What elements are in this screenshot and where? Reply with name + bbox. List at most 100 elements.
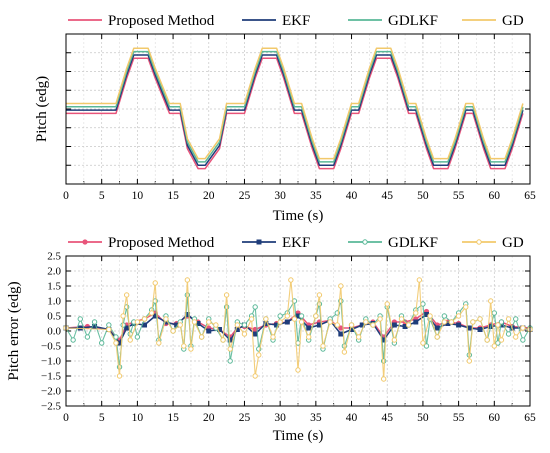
data-point-gd xyxy=(380,376,387,382)
legend-box xyxy=(66,232,530,252)
data-point-ekf xyxy=(234,327,240,332)
data-point-gd xyxy=(327,319,333,325)
data-point-gd xyxy=(198,334,205,340)
data-point-gd xyxy=(320,343,326,349)
x-tick-label: 10 xyxy=(132,412,144,424)
data-point-gd xyxy=(348,322,355,328)
data-point-gd xyxy=(234,322,241,328)
data-point-ekf xyxy=(391,322,397,328)
y-tick-label: −1.5 xyxy=(41,371,61,383)
x-tick-label: 65 xyxy=(524,190,536,202)
data-point-gd xyxy=(184,277,191,283)
data-point-gd xyxy=(313,313,319,319)
data-point-gdlkf xyxy=(134,334,141,340)
data-point-ekf xyxy=(477,327,483,332)
data-point-gd xyxy=(463,304,469,310)
data-point-ekf xyxy=(206,328,212,334)
data-point-ekf xyxy=(359,322,365,328)
data-point-ekf xyxy=(445,321,451,326)
data-point-ekf xyxy=(349,327,355,332)
plot-border xyxy=(65,33,531,185)
data-point-gdlkf xyxy=(98,340,105,346)
x-axis-label: Time (s) xyxy=(273,208,324,224)
data-point-gdlkf xyxy=(91,319,98,325)
data-point-ekf xyxy=(142,322,148,328)
data-point-gd xyxy=(123,292,130,298)
data-point-gd xyxy=(284,313,290,319)
data-point-ekf xyxy=(456,322,462,328)
x-tick-label: 0 xyxy=(63,412,69,424)
data-point-ekf xyxy=(117,340,123,346)
data-point-gdlkf xyxy=(184,292,191,298)
legend-marker xyxy=(476,239,482,245)
x-tick-label: 60 xyxy=(489,190,501,202)
x-tick-label: 50 xyxy=(417,412,429,424)
data-point-ekf xyxy=(252,331,258,337)
x-tick-label: 50 xyxy=(417,190,429,202)
x-tick-label: 35 xyxy=(310,412,322,424)
data-point-gd xyxy=(188,346,194,352)
series-line-gd xyxy=(66,47,524,160)
data-point-gd xyxy=(420,340,426,346)
data-point-gd xyxy=(477,316,483,322)
data-point-proposed-method xyxy=(338,325,344,331)
y-tick-label: −2.0 xyxy=(41,386,61,398)
data-point-gd xyxy=(152,280,158,286)
data-point-gd xyxy=(338,283,344,289)
data-point-ekf xyxy=(163,319,169,325)
data-point-gd xyxy=(384,301,390,307)
data-point-gd xyxy=(470,319,476,325)
data-point-gd xyxy=(363,319,369,325)
data-point-gd xyxy=(441,319,448,325)
y-tick-label: 2.0 xyxy=(47,266,61,278)
data-point-gd xyxy=(291,316,298,322)
data-point-gd xyxy=(434,334,440,340)
data-point-gd xyxy=(448,319,455,325)
x-tick-label: 45 xyxy=(381,190,393,202)
y-tick-label: −1.0 xyxy=(41,356,61,368)
x-tick-label: 5 xyxy=(99,190,105,202)
data-point-gd xyxy=(520,325,526,331)
data-point-gdlkf xyxy=(241,322,248,328)
data-point-gd xyxy=(270,334,276,340)
data-point-ekf xyxy=(92,324,98,329)
data-point-gdlkf xyxy=(113,334,119,340)
x-axis-label: Time (s) xyxy=(273,428,324,444)
data-point-gd xyxy=(177,322,183,328)
data-point-gd xyxy=(498,337,505,343)
data-point-gd xyxy=(466,358,473,364)
legend: Proposed Method EKF GDLKF GD xyxy=(66,10,530,30)
x-tick-label: 40 xyxy=(346,412,358,424)
data-point-gd xyxy=(241,331,248,337)
data-point-ekf xyxy=(466,325,472,331)
data-point-gd xyxy=(488,298,494,304)
plot-border xyxy=(65,255,531,407)
data-point-gd xyxy=(120,313,126,319)
y-axis-label: Pitch (edg) xyxy=(34,76,50,142)
legend-label: GDLKF xyxy=(388,13,438,29)
data-point-gd xyxy=(223,292,230,298)
x-tick-label: 45 xyxy=(381,412,393,424)
data-point-gdlkf xyxy=(498,319,505,325)
data-point-ekf xyxy=(184,312,190,317)
data-point-gd xyxy=(334,322,340,328)
data-point-ekf xyxy=(423,312,429,317)
data-point-gd xyxy=(416,277,423,283)
data-point-gd xyxy=(206,319,212,325)
data-point-gd xyxy=(227,346,233,352)
data-point-gd xyxy=(341,349,348,355)
y-tick-label: 1.0 xyxy=(47,296,61,308)
y-tick-label: −2.5 xyxy=(41,401,61,413)
data-point-ekf xyxy=(402,324,408,329)
x-tick-label: 20 xyxy=(203,190,215,202)
y-tick-label: −0.5 xyxy=(41,341,61,353)
legend-label: GD xyxy=(502,13,524,29)
x-tick-label: 25 xyxy=(239,412,251,424)
data-point-gd xyxy=(263,316,269,322)
data-point-gdlkf xyxy=(77,316,83,322)
data-point-gdlkf xyxy=(491,310,498,316)
series-line-ekf xyxy=(66,54,524,167)
data-point-gd xyxy=(370,322,376,328)
legend-marker xyxy=(362,239,368,245)
y-tick-label: 0.5 xyxy=(47,311,61,323)
